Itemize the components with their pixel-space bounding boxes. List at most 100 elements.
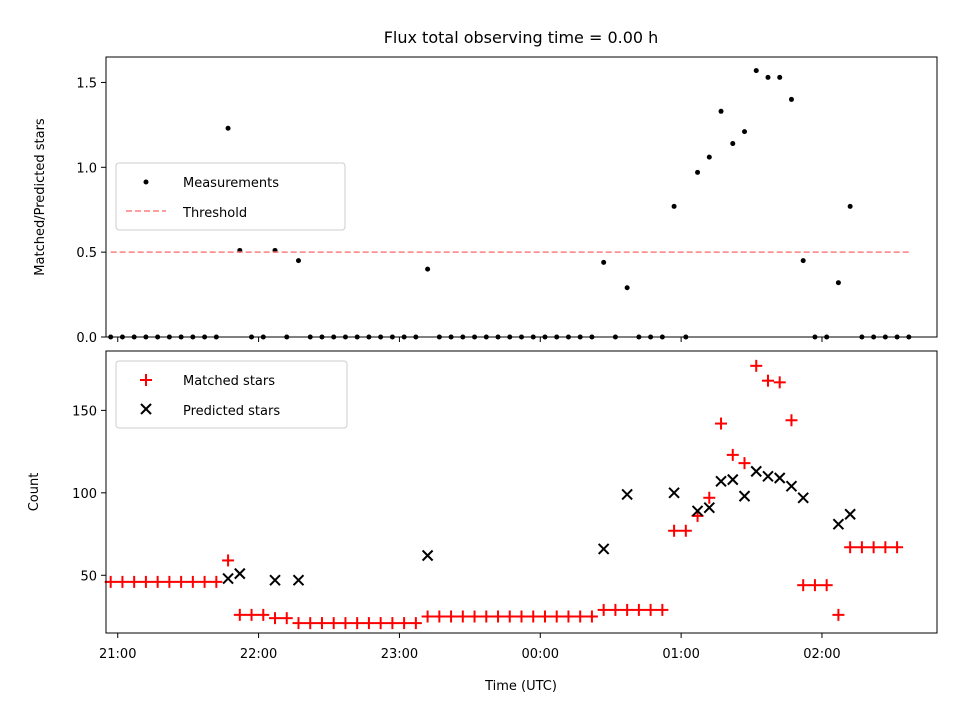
measurement-point xyxy=(718,108,724,114)
measurement-point xyxy=(706,154,712,160)
matched-star-point xyxy=(550,610,563,623)
matched-star-point xyxy=(233,608,246,621)
top-y-tick-label: 1.0 xyxy=(76,161,97,176)
measurement-point xyxy=(835,280,841,286)
legend-matched-marker xyxy=(140,374,152,386)
top-y-axis-label: Matched/Predicted stars xyxy=(33,118,48,276)
predicted-star-point xyxy=(844,508,856,520)
matched-star-point xyxy=(597,603,610,616)
bottom-legend-box xyxy=(115,360,348,429)
matched-star-point xyxy=(715,417,728,430)
matched-star-point xyxy=(362,617,375,630)
predicted-star-point xyxy=(621,488,633,501)
matched-star-point xyxy=(292,617,305,630)
measurement-point xyxy=(225,125,231,131)
measurement-point xyxy=(765,74,771,80)
matched-star-point xyxy=(562,610,575,623)
legend-measurements-marker xyxy=(143,179,149,185)
predicted-star-point xyxy=(234,567,246,580)
matched-star-point xyxy=(797,579,810,592)
matched-star-point xyxy=(492,610,505,623)
matched-star-point xyxy=(867,541,880,554)
matched-star-point xyxy=(386,617,399,630)
bottom-y-tick-label: 150 xyxy=(72,404,97,419)
matched-star-point xyxy=(257,608,270,621)
predicted-star-point xyxy=(703,501,716,514)
chart-title: Flux total observing time = 0.00 h xyxy=(384,28,659,47)
matched-star-point xyxy=(609,603,622,616)
matched-star-point xyxy=(515,610,528,623)
legend-measurements-label: Measurements xyxy=(183,176,279,191)
predicted-star-point xyxy=(292,574,305,586)
measurement-point xyxy=(800,258,806,264)
predicted-star-point xyxy=(715,475,727,487)
matched-star-point xyxy=(644,603,657,616)
bottom-y-axis-label: Count xyxy=(27,473,42,512)
predicted-star-point xyxy=(269,574,281,586)
matched-star-point xyxy=(738,457,751,470)
matched-star-point xyxy=(585,610,598,623)
top-plot-frame xyxy=(105,56,938,338)
measurement-point xyxy=(847,203,853,209)
matched-star-point xyxy=(891,541,904,554)
matched-star-point xyxy=(844,541,857,554)
matched-star-point xyxy=(304,617,317,630)
matched-star-point xyxy=(139,575,152,588)
matched-star-point xyxy=(656,603,669,616)
matched-star-point xyxy=(175,575,188,588)
bottom-legend: Matched stars Predicted stars xyxy=(115,360,348,429)
x-tick-label: 22:00 xyxy=(240,647,277,662)
measurement-point xyxy=(295,258,301,264)
measurement-point xyxy=(425,266,431,272)
measurement-point xyxy=(730,141,736,147)
matched-star-point xyxy=(327,617,340,630)
legend-matched-label: Matched stars xyxy=(183,374,275,389)
top-y-tick-label: 0.5 xyxy=(76,246,97,261)
bottom-y-tick-label: 100 xyxy=(72,487,97,502)
matched-star-point xyxy=(151,575,164,588)
matched-star-point xyxy=(773,376,786,389)
matched-star-point xyxy=(679,524,692,537)
matched-star-point xyxy=(879,541,892,554)
measurement-point xyxy=(601,259,607,265)
x-axis-label: Time (UTC) xyxy=(484,679,557,694)
predicted-star-point xyxy=(797,492,809,504)
predicted-star-point xyxy=(762,470,774,483)
matched-star-point xyxy=(808,579,821,592)
matched-star-point xyxy=(632,603,645,616)
measurement-point xyxy=(777,74,783,80)
matched-star-point xyxy=(245,608,258,621)
legend-predicted-label: Predicted stars xyxy=(183,404,280,419)
matched-star-point xyxy=(398,617,411,630)
top-legend-box xyxy=(115,162,346,231)
legend-predicted-marker xyxy=(140,403,152,415)
top-y-tick-label: 1.5 xyxy=(76,76,97,91)
predicted-star-point xyxy=(668,487,680,499)
matched-star-point xyxy=(222,554,235,567)
measurement-point xyxy=(753,68,759,74)
predicted-star-point xyxy=(832,518,845,530)
x-tick-label: 23:00 xyxy=(381,647,418,662)
matched-star-point xyxy=(315,617,328,630)
predicted-star-point xyxy=(597,543,610,555)
legend-threshold-label: Threshold xyxy=(182,206,247,221)
matched-star-point xyxy=(186,575,199,588)
matched-star-point xyxy=(198,575,211,588)
matched-star-point xyxy=(351,617,364,630)
x-tick-label: 01:00 xyxy=(662,647,699,662)
predicted-star-point xyxy=(421,549,434,562)
predicted-star-point xyxy=(691,505,704,517)
matched-star-point xyxy=(726,448,739,461)
matched-star-point xyxy=(832,608,845,621)
measurement-point xyxy=(788,96,794,102)
matched-star-point xyxy=(785,414,798,427)
matched-star-point xyxy=(280,612,293,625)
bottom-plot-area xyxy=(104,359,904,630)
matched-star-point xyxy=(468,610,481,623)
matched-star-point xyxy=(668,524,681,537)
bottom-y-tick-label: 50 xyxy=(80,569,97,584)
matched-star-point xyxy=(374,617,387,630)
predicted-star-point xyxy=(774,472,786,484)
matched-star-point xyxy=(503,610,516,623)
